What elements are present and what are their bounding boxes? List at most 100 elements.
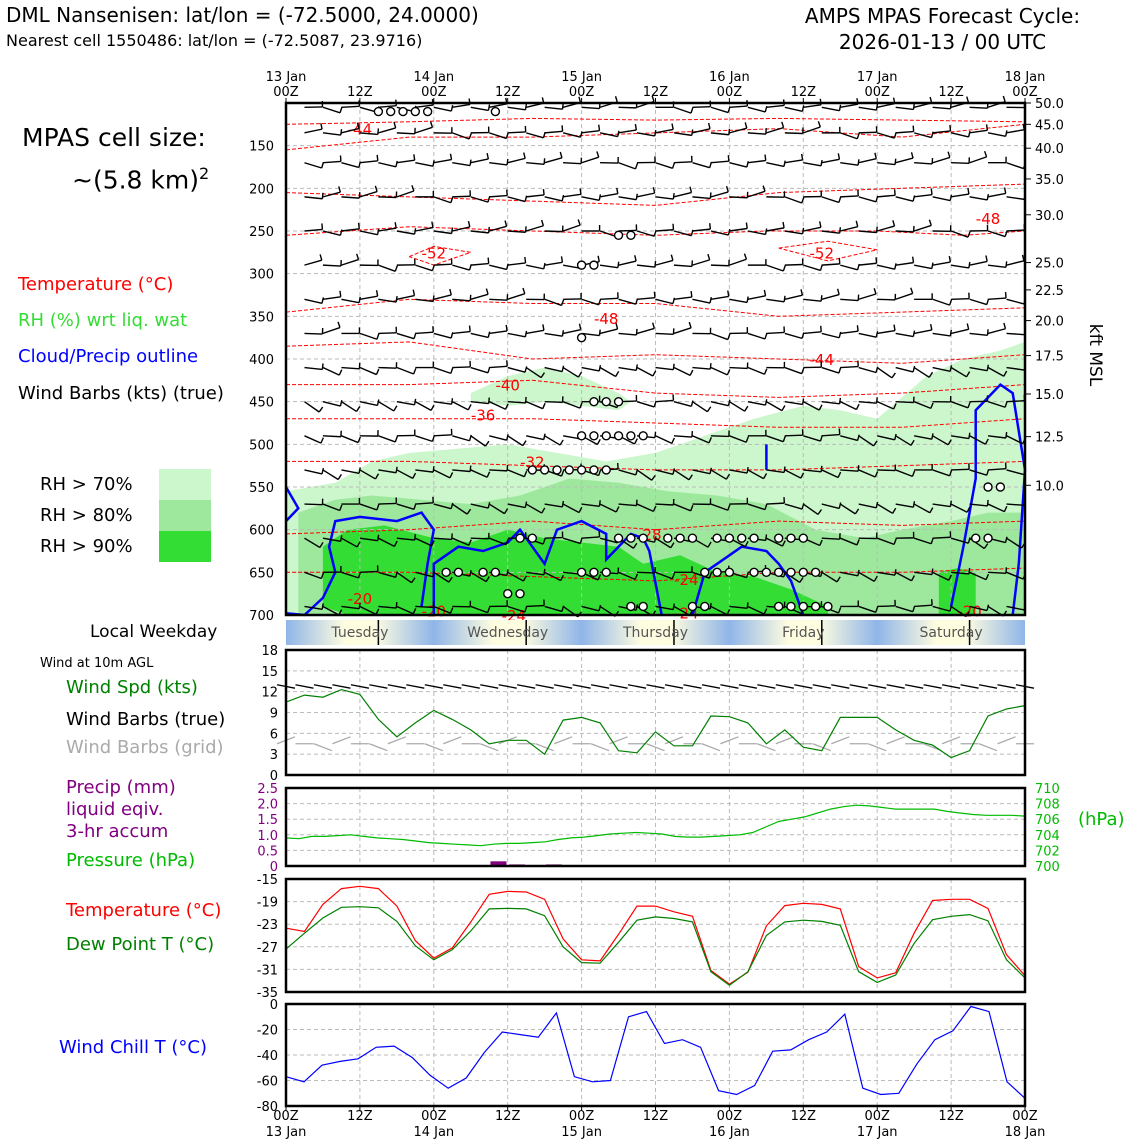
precip-tick-label: 1.0 (257, 829, 278, 844)
wind-barb-staff (784, 332, 803, 340)
wind-barb-flag (947, 151, 951, 158)
wind-barb-flag (543, 433, 546, 440)
grid-barb (479, 743, 499, 752)
wind-barb-staff (489, 298, 508, 301)
wind-barb-staff (766, 104, 785, 108)
legend-rh80: RH > 80% (40, 505, 133, 526)
wind-barb-flag (820, 325, 822, 332)
wind-barb-staff (747, 190, 766, 198)
surface-barb (941, 684, 961, 689)
wind-barb-staff (802, 503, 819, 515)
wind-barb-staff (655, 298, 674, 305)
wind-barb-flag (431, 435, 435, 442)
wind-barb-flag (837, 471, 842, 478)
wind-barb-flag (432, 570, 435, 577)
wind-barb-staff (341, 366, 360, 370)
cloud-outline-line (285, 511, 436, 617)
wind-barb-staff (729, 435, 747, 443)
wind-barb-flag (635, 604, 639, 611)
top-time-tick-label: 00Z (569, 85, 595, 100)
wind-barb-flag (966, 323, 970, 330)
wind-barb-staff (452, 132, 470, 140)
wind-barb-flag (320, 437, 324, 444)
wind-barb-staff (378, 401, 395, 412)
wind-speed-line (285, 688, 1026, 759)
wind-barb-staff (618, 106, 637, 109)
wind-barb-flag (817, 509, 823, 515)
wind-barb-staff (729, 105, 748, 108)
temperature-contour-label: -24 (674, 571, 699, 589)
calm-marker (712, 567, 722, 578)
wind-barb-flag (744, 541, 749, 547)
wind-barb-flag (634, 163, 639, 170)
calm-marker (983, 533, 993, 543)
wind-barb-flag (893, 324, 896, 331)
wind-barb-flag (892, 220, 896, 227)
wind-barb-staff (378, 298, 397, 303)
wind-barb-flag (782, 221, 785, 228)
surface-barb (350, 684, 370, 689)
wind-barb-staff (710, 503, 729, 511)
wind-barb-flag (818, 404, 823, 411)
grid-barb (387, 736, 407, 745)
wind-barb-flag (338, 369, 343, 376)
wind-barb-flag (395, 296, 398, 303)
wind-barb-flag (542, 324, 545, 331)
forecast-cycle-title: AMPS MPAS Forecast Cycle: 2026-01-13 / 0… (760, 3, 1125, 55)
wind-barb-staff (655, 366, 674, 371)
wind-barb-staff (415, 104, 434, 108)
wind-barb-staff (470, 605, 488, 614)
wind-tick-label: 15 (261, 665, 278, 680)
wind-barb-staff (544, 196, 563, 202)
wind-barb-flag (487, 104, 491, 111)
legend-temperature: Temperature (°C) (18, 274, 174, 295)
wind-barb-staff (304, 537, 321, 549)
weekday-name: Wednesday (467, 625, 548, 641)
wind-barb-staff (987, 435, 1007, 439)
wind-barb-flag (709, 296, 712, 304)
wind-barb-flag (892, 507, 897, 514)
wind-barb-flag (781, 405, 786, 412)
wind-barb-staff (544, 261, 563, 266)
wind-barb-staff (636, 297, 656, 300)
wind-barb-staff (821, 366, 840, 374)
wind-barb-staff (544, 366, 563, 373)
precip-tick-label: 0.5 (257, 844, 278, 859)
calm-marker (663, 533, 673, 543)
wind-barb-staff (950, 328, 969, 335)
wind-barb-staff (951, 297, 970, 300)
wind-barb-staff (766, 537, 783, 547)
wind-barb-flag (817, 121, 821, 128)
wind-barb-flag (357, 571, 362, 579)
temperature-contour-label: -52 (422, 244, 447, 262)
wind-barb-flag (725, 185, 729, 193)
wind-barb-flag (801, 367, 805, 374)
wind-barb-staff (525, 225, 544, 232)
wind-barb-flag (559, 151, 563, 158)
wind-barb-flag (762, 185, 766, 192)
surface-barb (387, 684, 406, 689)
surface-barb (905, 684, 924, 689)
surface-barb (794, 684, 813, 689)
wind-barb-staff (913, 537, 932, 545)
wind-barb-flag (542, 538, 546, 545)
wind-barb-flag (652, 322, 656, 329)
weekday-band (877, 620, 1025, 645)
top-time-tick-label: 12Z (938, 85, 964, 100)
wind-barb-staff (692, 128, 711, 134)
wind-barb-flag (450, 227, 454, 234)
precip-legend-line3: 3-hr accum (66, 821, 169, 842)
wind-barb-staff (563, 162, 582, 165)
wind-barb-staff (341, 228, 360, 232)
calm-marker (737, 533, 747, 543)
wind-barb-flag (800, 153, 804, 161)
wind-barb-staff (396, 571, 412, 584)
wind-barb-flag (468, 325, 471, 332)
wind-barb-flag (875, 104, 879, 111)
wind-barb-flag (414, 534, 417, 541)
temperature-contour-label: -32 (520, 453, 545, 471)
wind-barb-staff (618, 229, 637, 232)
wind-barb-flag (487, 606, 491, 613)
wind-barb-flag (929, 323, 933, 331)
kft-tick-label: 50.0 (1035, 97, 1064, 112)
